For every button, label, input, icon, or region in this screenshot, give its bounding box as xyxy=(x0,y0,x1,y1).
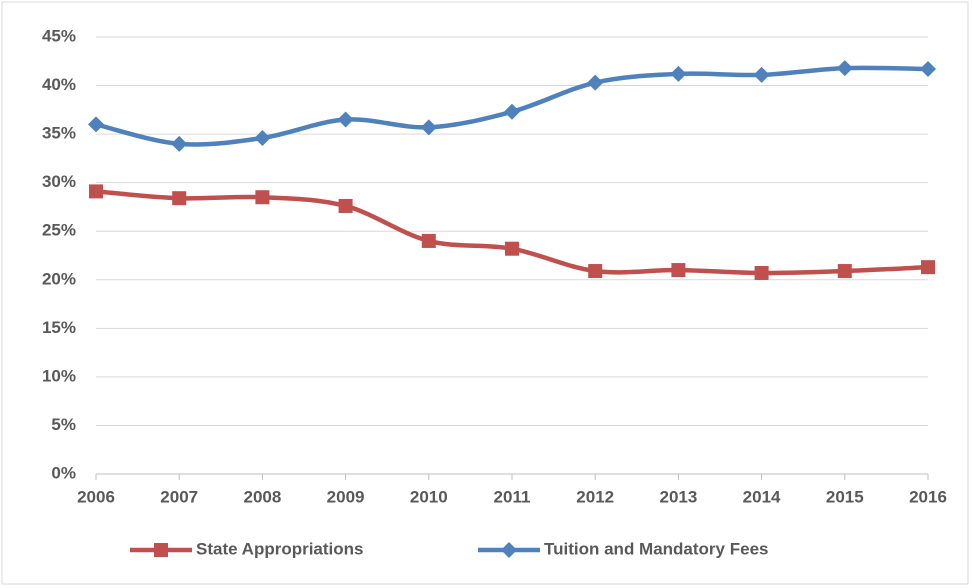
marker xyxy=(753,66,770,83)
marker xyxy=(171,135,188,152)
marker xyxy=(420,119,437,136)
x-tick-label: 2016 xyxy=(909,487,947,506)
y-tick-label: 40% xyxy=(42,75,76,94)
marker xyxy=(504,103,520,120)
marker xyxy=(154,543,168,557)
y-tick-label: 45% xyxy=(42,26,76,45)
y-tick-label: 30% xyxy=(42,172,76,191)
marker xyxy=(921,260,935,275)
marker xyxy=(670,65,687,82)
legend-item: Tuition and Mandatory Fees xyxy=(478,539,768,558)
marker xyxy=(501,542,517,558)
marker xyxy=(338,198,353,213)
y-tick-label: 35% xyxy=(42,124,76,143)
x-tick-label: 2013 xyxy=(659,487,697,506)
marker xyxy=(920,61,936,78)
x-tick-label: 2007 xyxy=(160,487,198,506)
marker xyxy=(837,264,852,279)
marker xyxy=(88,116,104,133)
marker xyxy=(255,190,270,205)
marker xyxy=(836,60,853,77)
x-tick-label: 2006 xyxy=(77,487,115,506)
marker xyxy=(671,263,686,278)
y-tick-label: 10% xyxy=(42,366,76,385)
y-tick-label: 25% xyxy=(42,221,76,240)
marker xyxy=(588,264,603,279)
x-tick-label: 2008 xyxy=(243,487,281,506)
legend-label: State Appropriations xyxy=(196,539,364,558)
legend-item: State Appropriations xyxy=(130,539,364,558)
x-tick-label: 2009 xyxy=(327,487,365,506)
marker xyxy=(421,233,436,248)
marker xyxy=(89,184,103,199)
y-tick-label: 0% xyxy=(51,463,76,482)
legend-label: Tuition and Mandatory Fees xyxy=(544,539,768,558)
y-tick-label: 15% xyxy=(42,318,76,337)
y-tick-label: 20% xyxy=(42,269,76,288)
marker xyxy=(505,241,519,256)
y-tick-label: 5% xyxy=(51,415,76,434)
marker xyxy=(754,265,769,280)
x-tick-label: 2011 xyxy=(494,487,531,506)
marker xyxy=(587,74,604,91)
marker xyxy=(337,111,354,128)
x-tick-label: 2015 xyxy=(826,487,864,506)
x-tick-label: 2014 xyxy=(743,487,781,506)
marker xyxy=(172,191,187,206)
marker xyxy=(254,129,271,146)
x-tick-label: 2012 xyxy=(576,487,614,506)
x-tick-label: 2010 xyxy=(410,487,448,506)
